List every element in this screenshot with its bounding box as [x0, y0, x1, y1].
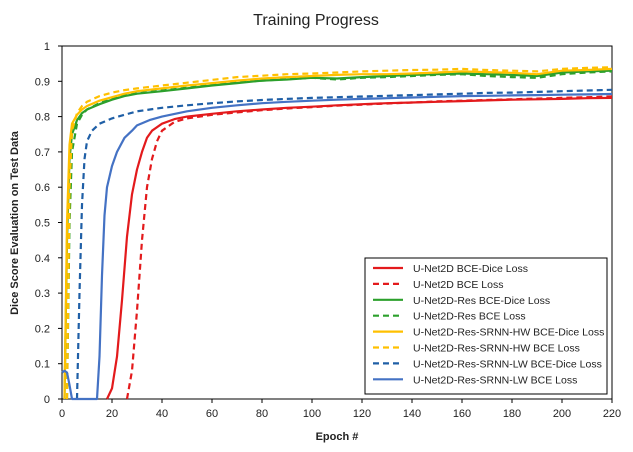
y-tick-label: 0.3 — [35, 288, 50, 300]
legend-label: U-Net2D-Res-SRNN-HW BCE-Dice Loss — [413, 327, 604, 339]
x-tick-label: 120 — [353, 408, 371, 420]
x-tick-label: 20 — [106, 408, 118, 420]
series-line-3 — [63, 69, 613, 400]
legend-label: U-Net2D BCE Loss — [413, 279, 503, 291]
legend-box — [364, 257, 608, 395]
series-line-8 — [61, 92, 613, 401]
x-tick-label: 100 — [303, 408, 321, 420]
series-line-6 — [65, 66, 613, 400]
legend-label: U-Net2D-Res BCE-Dice Loss — [413, 295, 550, 307]
legend-label: U-Net2D BCE-Dice Loss — [413, 263, 528, 275]
y-tick-label: 0.1 — [35, 359, 50, 371]
y-tick-label: 0 — [44, 394, 50, 406]
y-tick-label: 0.5 — [35, 218, 50, 230]
y-tick-label: 0.8 — [35, 112, 50, 124]
y-tick-label: 0.7 — [35, 147, 50, 159]
x-tick-label: 180 — [503, 408, 521, 420]
legend-label: U-Net2D-Res-SRNN-LW BCE-Dice Loss — [413, 358, 602, 370]
series-layer — [61, 66, 613, 401]
x-tick-label: 0 — [59, 408, 65, 420]
y-tick-label: 0.9 — [35, 76, 50, 88]
x-axis-label: Epoch # — [316, 431, 359, 443]
x-tick-label: 160 — [453, 408, 471, 420]
y-axis-label: Dice Score Evaluation on Test Data — [9, 130, 21, 315]
legend-label: U-Net2D-Res BCE Loss — [413, 311, 526, 323]
legend-label: U-Net2D-Res-SRNN-HW BCE Loss — [413, 343, 580, 355]
x-tick-label: 200 — [553, 408, 571, 420]
x-tick-label: 80 — [256, 408, 268, 420]
chart-title: Training Progress — [253, 12, 379, 29]
x-tick-label: 220 — [603, 408, 621, 420]
x-tick-label: 140 — [403, 408, 421, 420]
x-tick-label: 60 — [206, 408, 218, 420]
x-tick-label: 40 — [156, 408, 168, 420]
series-line-7 — [75, 88, 613, 400]
legend: U-Net2D BCE-Dice Loss U-Net2D BCE Loss U-N… — [364, 257, 608, 395]
series-line-2 — [125, 95, 613, 400]
tick-layer: 0 20 40 60 80 100 120 140 160 180 200 220 0 0.1 0.2 0.3… — [35, 41, 621, 420]
y-tick-label: 0.4 — [35, 253, 50, 265]
legend-label: U-Net2D-Res-SRNN-LW BCE Loss — [413, 374, 577, 386]
series-line-4 — [65, 70, 613, 400]
series-line-5 — [63, 67, 613, 400]
y-tick-label: 0.2 — [35, 323, 50, 335]
y-tick-label: 0.6 — [35, 182, 50, 194]
y-tick-label: 1 — [44, 41, 50, 53]
